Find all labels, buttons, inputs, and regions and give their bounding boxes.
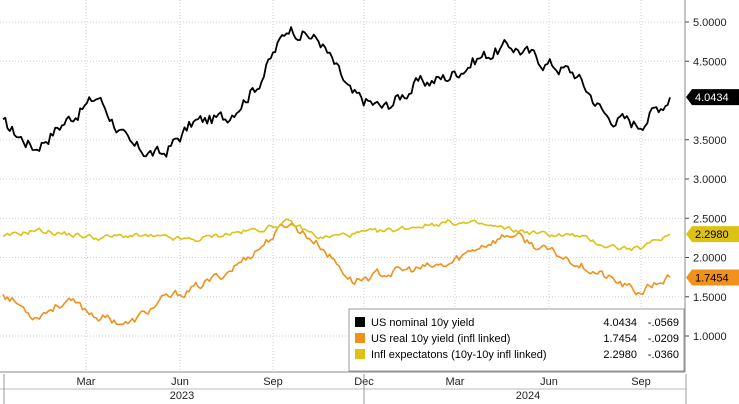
legend-change-value: -.0569: [648, 317, 679, 329]
legend-last-value: 1.7454: [603, 333, 637, 345]
last-value-label: 1.7454: [695, 272, 729, 284]
y-tick-label: 1.5000: [693, 292, 727, 304]
x-tick-label: Mar: [77, 376, 96, 388]
last-value-pill-0: 4.0434: [686, 89, 739, 106]
last-value-pill-2: 2.2980: [686, 226, 739, 243]
series-line-1: [2, 222, 671, 326]
legend-last-value: 4.0434: [603, 317, 637, 329]
legend-swatch-1: [355, 333, 365, 343]
legend-change-value: -.0209: [648, 333, 679, 345]
x-year-label: 2023: [170, 390, 194, 402]
y-tick-label: 2.5000: [693, 213, 727, 225]
legend-change-value: -.0360: [648, 349, 679, 361]
legend-series-name: Infl expectatons (10y-10y infl linked): [371, 349, 546, 361]
y-tick-label: 5.0000: [693, 17, 727, 29]
y-tick-label: 3.5000: [693, 135, 727, 147]
x-year-label: 2024: [516, 390, 540, 402]
last-value-pill-1: 1.7454: [686, 269, 739, 286]
x-tick-label: Sep: [263, 376, 283, 388]
legend-swatch-2: [355, 349, 365, 359]
last-value-label: 4.0434: [695, 92, 729, 104]
series-line-2: [2, 218, 671, 252]
y-tick-label: 1.0000: [693, 331, 727, 343]
legend-swatch-0: [355, 317, 365, 327]
last-value-pills: 4.0434 1.7454 2.2980: [686, 89, 739, 286]
y-tick-label: 3.0000: [693, 174, 727, 186]
series-lines: [2, 26, 671, 326]
legend-series-name: US nominal 10y yield: [371, 317, 474, 329]
legend: US nominal 10y yield 4.0434 -.0569 US real …: [348, 308, 685, 372]
y-tick-label: 4.5000: [693, 56, 727, 68]
y-axis: 5.0000 4.5000 3.5000 3.0000 2.5000 2.0000 1.50…: [684, 0, 727, 372]
x-tick-label: Jun: [171, 376, 189, 388]
x-tick-label: Sep: [631, 376, 651, 388]
y-tick-label: 2.0000: [693, 253, 727, 265]
legend-series-name: US real 10y yield (infl linked): [371, 333, 510, 345]
legend-box: [348, 308, 685, 372]
last-value-label: 2.2980: [695, 229, 729, 241]
x-tick-label: Jun: [540, 376, 558, 388]
x-tick-label: Mar: [446, 376, 465, 388]
legend-last-value: 2.2980: [603, 349, 637, 361]
series-line-0: [2, 26, 671, 158]
